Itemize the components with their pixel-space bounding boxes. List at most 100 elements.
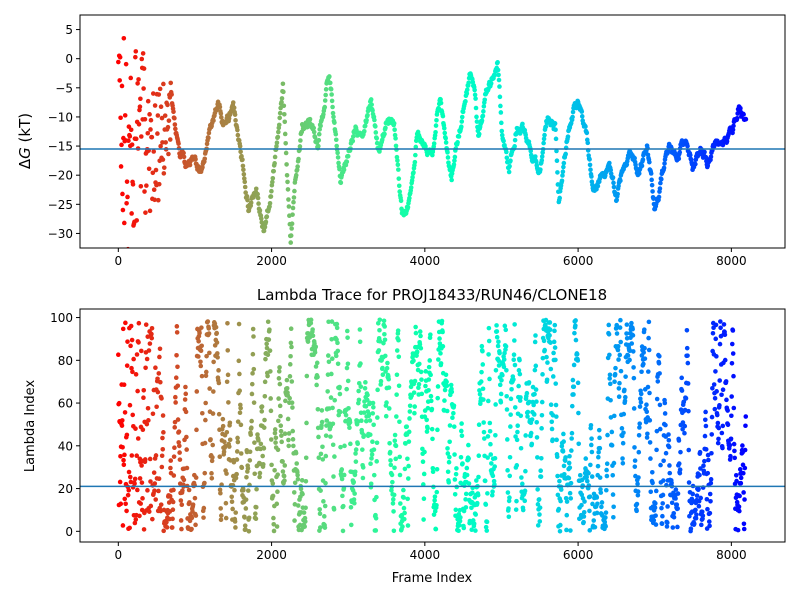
delta-g-point: [283, 140, 288, 146]
lambda-point: [203, 417, 208, 423]
lambda-point: [458, 515, 463, 520]
delta-g-point: [677, 150, 683, 155]
lambda-point: [261, 425, 267, 430]
delta-g-point: [588, 167, 593, 172]
lambda-point: [661, 458, 666, 464]
lambda-point: [634, 508, 639, 514]
lambda-point: [142, 457, 148, 462]
lambda-point: [143, 322, 149, 327]
lambda-y-tick-label: 20: [58, 482, 73, 496]
lambda-point: [679, 375, 684, 381]
delta-g-point: [267, 200, 273, 206]
lambda-point: [280, 469, 286, 474]
delta-g-point: [127, 134, 133, 139]
lambda-point: [662, 400, 668, 406]
delta-g-point: [166, 151, 171, 157]
delta-g-point: [120, 207, 126, 213]
lambda-point: [623, 374, 628, 379]
lambda-point: [609, 443, 615, 448]
lambda-point: [541, 338, 547, 344]
lambda-point: [537, 512, 542, 517]
lambda-point: [392, 432, 398, 438]
lambda-point: [199, 325, 204, 330]
lambda-point: [642, 356, 648, 361]
lambda-point: [611, 413, 617, 419]
lambda-point: [480, 348, 485, 354]
lambda-point: [286, 437, 291, 443]
lambda-point: [428, 332, 433, 337]
delta-g-point: [292, 188, 297, 194]
lambda-point: [140, 496, 145, 501]
lambda-point: [134, 453, 140, 459]
lambda-point: [715, 440, 721, 446]
lambda-point: [207, 386, 212, 391]
lambda-point: [498, 391, 504, 397]
delta-g-point: [676, 156, 682, 162]
lambda-point: [405, 496, 410, 502]
lambda-point: [206, 326, 212, 331]
lambda-point: [617, 380, 622, 386]
lambda-point: [561, 431, 566, 437]
lambda-point: [648, 456, 653, 461]
lambda-point: [302, 515, 308, 521]
lambda-point: [317, 507, 323, 512]
lambda-point: [266, 337, 272, 342]
lambda-point: [743, 414, 749, 419]
lambda-point: [204, 353, 209, 359]
lambda-point: [718, 325, 723, 331]
delta-g-point: [239, 153, 244, 159]
lambda-point: [295, 476, 301, 482]
lambda-point: [290, 437, 296, 442]
delta-g-point: [350, 138, 356, 144]
lambda-point: [742, 447, 748, 453]
lambda-point: [618, 339, 623, 345]
lambda-point: [343, 418, 349, 424]
lambda-x-tick-label: 4000: [410, 548, 441, 562]
lambda-point: [258, 441, 264, 447]
lambda-point: [371, 447, 377, 452]
lambda-point: [683, 395, 689, 401]
delta-g-point: [158, 143, 163, 149]
lambda-point: [729, 341, 735, 347]
lambda-point: [310, 333, 316, 339]
lambda-point: [516, 368, 522, 373]
delta-g-point: [501, 138, 506, 144]
lambda-point: [470, 490, 475, 496]
lambda-point: [553, 381, 559, 386]
lambda-point: [419, 377, 424, 382]
delta-g-point: [659, 176, 664, 182]
delta-g-point: [542, 132, 547, 138]
lambda-point: [503, 327, 509, 333]
lambda-point: [130, 412, 136, 418]
lambda-point: [486, 338, 492, 344]
lambda-point: [149, 335, 155, 341]
lambda-point: [411, 358, 416, 364]
delta-g-point: [497, 84, 502, 89]
lambda-point: [651, 518, 657, 523]
lambda-point: [131, 356, 136, 362]
lambda-point: [570, 377, 576, 383]
lambda-point: [237, 410, 243, 416]
delta-g-point: [240, 157, 245, 162]
lambda-point: [348, 522, 354, 528]
lambda-point: [646, 335, 651, 341]
lambda-point: [507, 495, 512, 500]
lambda-point: [621, 430, 626, 436]
delta-g-point: [124, 179, 130, 184]
lambda-point: [544, 377, 550, 383]
lambda-point: [423, 369, 429, 374]
delta-g-point: [650, 189, 655, 194]
lambda-point: [677, 467, 683, 472]
lambda-point: [523, 433, 528, 438]
lambda-y-tick-label: 80: [58, 354, 73, 368]
lambda-point: [516, 383, 521, 389]
lambda-point: [250, 326, 256, 332]
lambda-point: [682, 423, 688, 429]
lambda-point: [690, 491, 696, 497]
lambda-point: [636, 432, 642, 438]
lambda-point: [582, 499, 587, 504]
delta-g-point: [649, 182, 655, 188]
delta-g-point: [330, 104, 335, 110]
lambda-point: [345, 361, 351, 367]
delta-g-point: [289, 226, 294, 231]
